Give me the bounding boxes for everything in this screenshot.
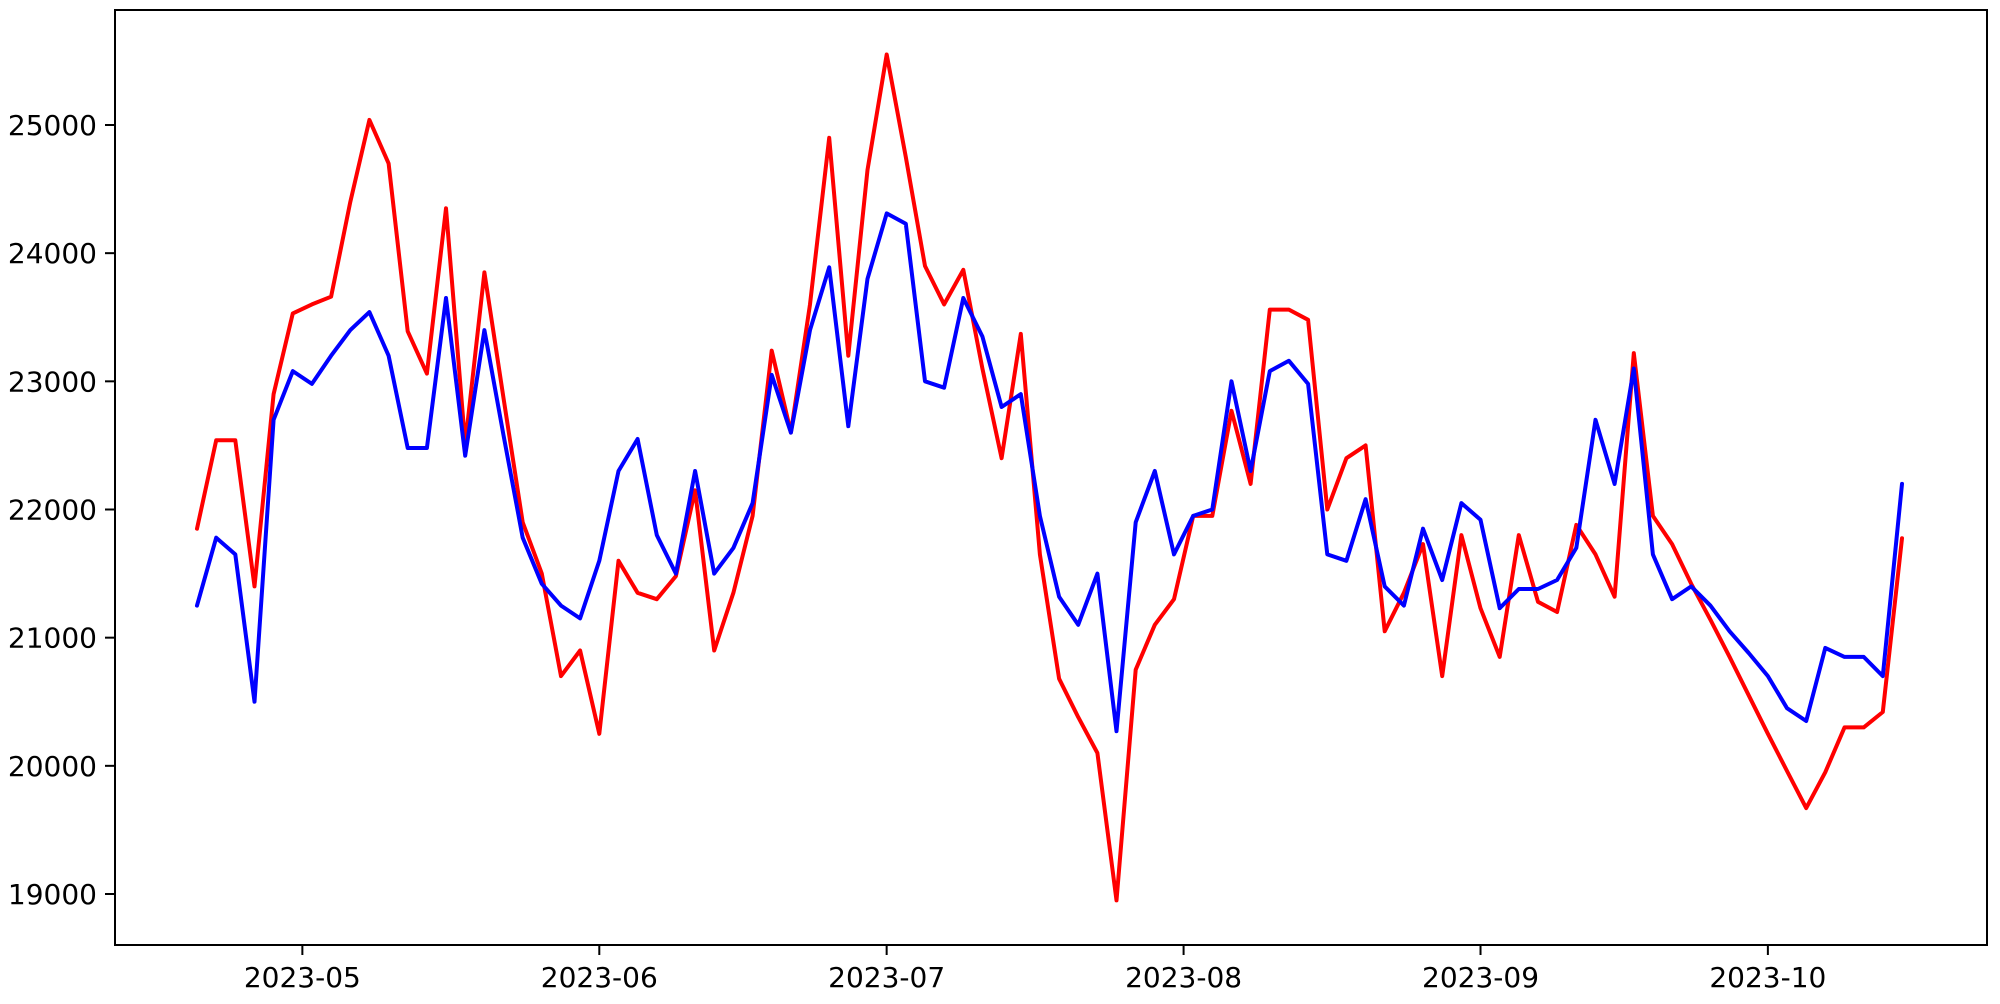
y-tick-label: 21000: [8, 622, 97, 655]
y-tick-label: 20000: [8, 750, 97, 783]
y-tick-label: 19000: [8, 878, 97, 911]
red-series-line: [195, 52, 1904, 903]
x-tick-label: 2023-10: [1709, 961, 1826, 994]
y-tick-label: 25000: [8, 109, 97, 142]
y-tick-label: 23000: [8, 365, 97, 398]
x-axis: 2023-05 2023-06 2023-07 2023-08 2023-09 2023-…: [244, 945, 1826, 994]
x-tick-label: 2023-06: [541, 961, 658, 994]
y-tick-label: 22000: [8, 493, 97, 526]
x-tick-label: 2023-09: [1422, 961, 1539, 994]
series-lines: [195, 52, 1904, 903]
x-tick-label: 2023-05: [244, 961, 361, 994]
axes-frame: [114, 9, 1988, 946]
plot-area: [114, 9, 1988, 946]
y-axis: 19000 20000 21000 22000 23000 24000 25000: [8, 109, 115, 911]
blue-series-line: [195, 211, 1904, 734]
y-tick-label: 24000: [8, 237, 97, 270]
x-tick-label: 2023-07: [828, 961, 945, 994]
x-tick-label: 2023-08: [1125, 961, 1242, 994]
